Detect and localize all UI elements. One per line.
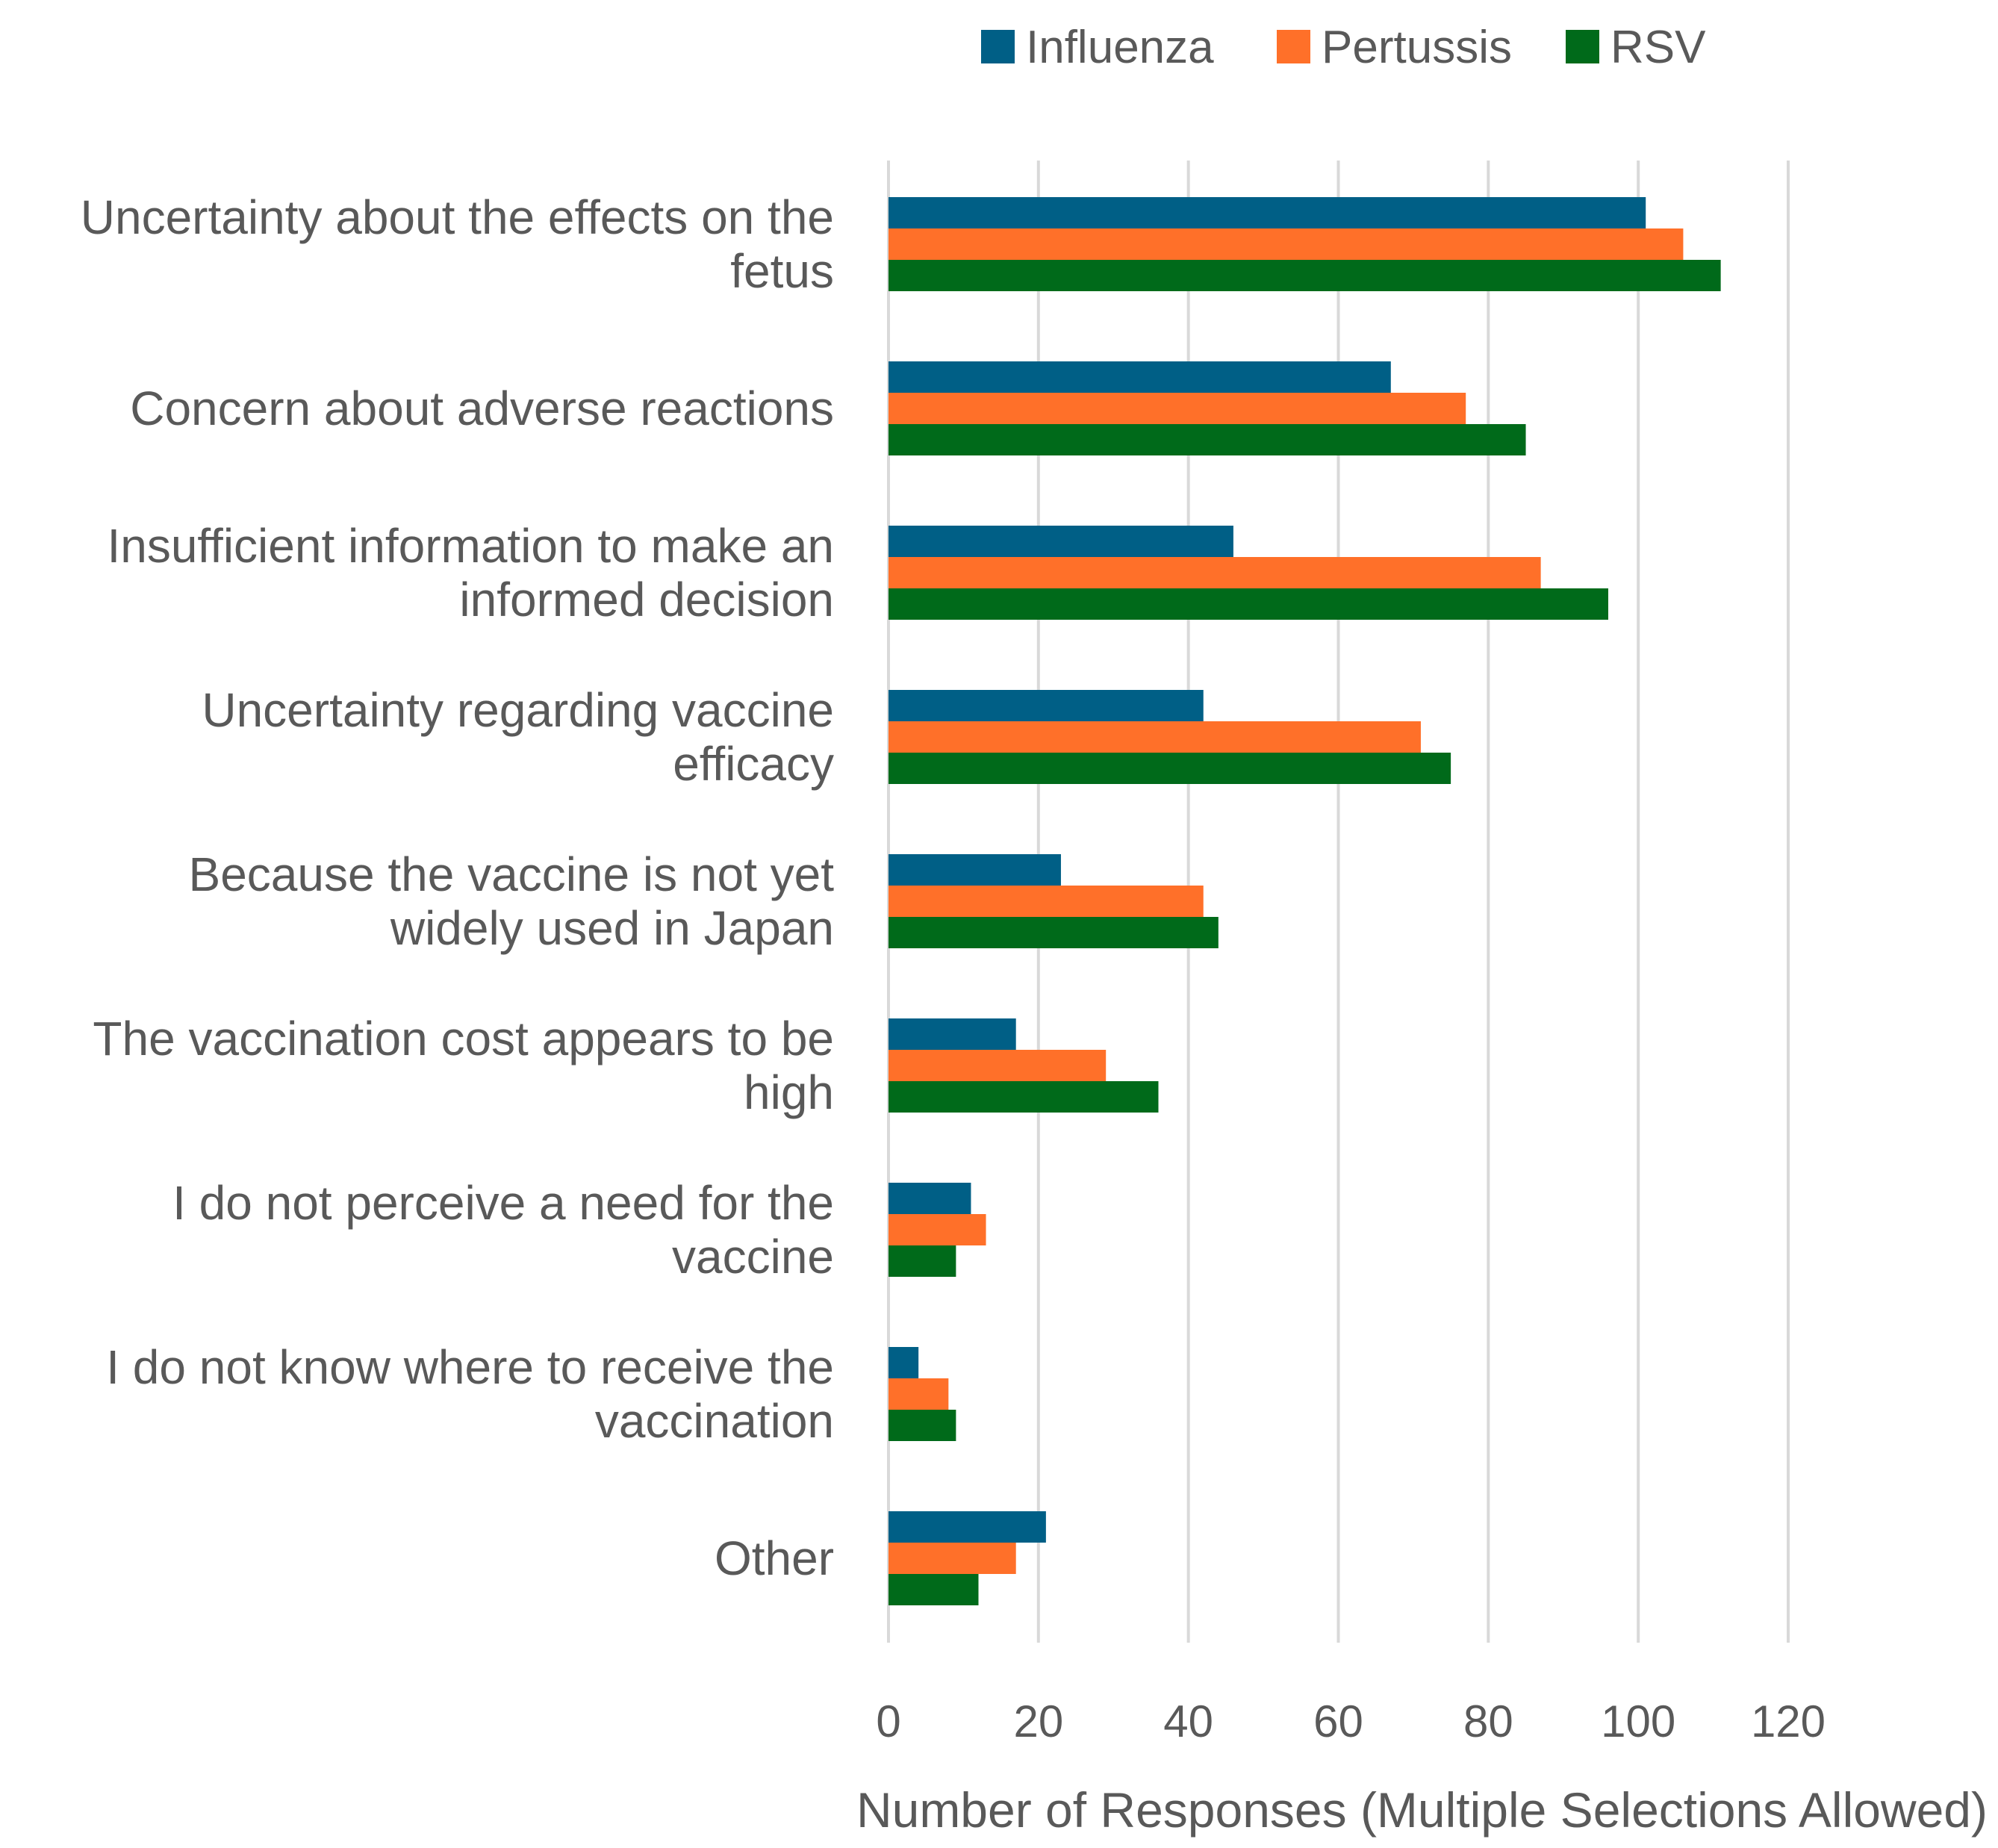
- legend-label-pertussis: Pertussis: [1322, 22, 1512, 73]
- category-label: Uncertainty about the effects on the fetu…: [81, 190, 834, 298]
- bar-pertussis-3: [888, 721, 1421, 753]
- bar-rsv-0: [888, 260, 1721, 291]
- bar-pertussis-0: [888, 228, 1684, 260]
- legend-label-influenza: Influenza: [1026, 22, 1214, 73]
- category-label: Uncertainty regarding vaccine efficacy: [202, 683, 834, 791]
- category-labels: Uncertainty about the effects on the fetu…: [81, 190, 834, 1585]
- bars: [888, 197, 1721, 1605]
- bar-pertussis-6: [888, 1214, 986, 1245]
- bar-rsv-4: [888, 917, 1219, 948]
- bar-pertussis-5: [888, 1050, 1107, 1081]
- category-label: I do not know where to receive the vaccin…: [106, 1340, 834, 1448]
- legend-swatch-influenza: [981, 30, 1015, 63]
- bar-pertussis-2: [888, 557, 1541, 588]
- bar-pertussis-4: [888, 886, 1204, 917]
- x-tick-label: 80: [1463, 1696, 1513, 1746]
- x-tick-labels: 0 20 40 60 80 100 120: [876, 1696, 1826, 1746]
- bar-rsv-6: [888, 1245, 956, 1277]
- x-axis-title: Number of Responses (Multiple Selections…: [856, 1782, 1988, 1838]
- legend: Influenza Pertussis RSV: [981, 22, 1706, 73]
- x-tick-label: 20: [1013, 1696, 1063, 1746]
- bar-pertussis-1: [888, 393, 1466, 424]
- x-tick-label: 60: [1313, 1696, 1363, 1746]
- bar-influenza-7: [888, 1347, 919, 1378]
- bar-influenza-5: [888, 1018, 1016, 1050]
- bar-rsv-2: [888, 588, 1608, 620]
- x-tick-label: 100: [1601, 1696, 1675, 1746]
- category-label: Because the vaccine is not yet widely use…: [189, 847, 835, 955]
- bar-pertussis-8: [888, 1543, 1016, 1574]
- bar-rsv-7: [888, 1410, 956, 1441]
- category-label: I do not perceive a need for the vaccine: [172, 1176, 834, 1284]
- x-tick-label: 120: [1751, 1696, 1826, 1746]
- bar-rsv-3: [888, 753, 1451, 784]
- legend-label-rsv: RSV: [1610, 22, 1706, 73]
- bar-rsv-1: [888, 424, 1526, 455]
- category-label: Other: [715, 1531, 834, 1585]
- bar-influenza-4: [888, 854, 1061, 886]
- legend-swatch-rsv: [1566, 30, 1599, 63]
- bar-influenza-0: [888, 197, 1646, 228]
- bar-influenza-1: [888, 361, 1391, 393]
- bar-pertussis-7: [888, 1378, 949, 1410]
- bar-influenza-3: [888, 690, 1204, 721]
- x-tick-label: 0: [876, 1696, 900, 1746]
- category-label: Concern about adverse reactions: [130, 382, 834, 435]
- category-label: The vaccination cost appears to be high: [93, 1012, 834, 1119]
- bar-influenza-2: [888, 526, 1233, 557]
- bar-influenza-6: [888, 1183, 971, 1214]
- legend-swatch-pertussis: [1277, 30, 1310, 63]
- x-tick-label: 40: [1163, 1696, 1213, 1746]
- bar-rsv-5: [888, 1081, 1159, 1113]
- bar-influenza-8: [888, 1511, 1046, 1543]
- category-label: Insufficient information to make an infor…: [107, 519, 834, 626]
- bar-rsv-8: [888, 1574, 979, 1605]
